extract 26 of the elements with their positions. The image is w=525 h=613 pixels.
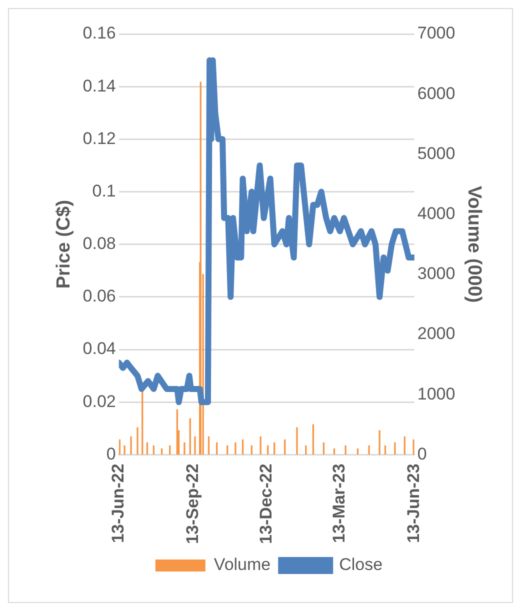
x-tick-label: 13-Jun-23 (404, 464, 424, 544)
y2-tick-label: 3000 (417, 264, 456, 284)
y-tick-label: 0.12 (82, 128, 116, 148)
y-tick-label: 0.08 (82, 234, 116, 254)
y-tick-label: 0.1 (92, 181, 116, 200)
y2-tick-label: 1000 (417, 384, 456, 404)
y-tick-label: 0 (106, 444, 116, 464)
y2-axis-title: Volume (000) (463, 186, 484, 303)
y2-tick-label: 0 (417, 444, 427, 464)
y-axis-title: Price (C$) (54, 200, 75, 289)
legend-label: Close (339, 555, 383, 574)
y2-tick-label: 2000 (417, 324, 456, 344)
y-tick-label: 0.04 (82, 339, 116, 358)
x-tick-label: 13-Mar-23 (330, 464, 349, 544)
x-tick-label: 13-Dec-22 (256, 464, 276, 544)
y2-tick-label: 4000 (417, 204, 456, 223)
y2-tick-label: 6000 (417, 84, 456, 103)
y-tick-label: 0.16 (82, 24, 116, 43)
y-tick-label: 0.02 (82, 392, 116, 411)
y2-tick-label: 7000 (417, 24, 456, 43)
y-tick-label: 0.06 (82, 286, 116, 306)
y2-tick-label: 5000 (417, 144, 456, 163)
x-tick-label: 13-Sep-22 (183, 464, 202, 544)
legend-label: Volume (214, 555, 271, 574)
y-tick-label: 0.14 (82, 76, 116, 96)
x-tick-label: 13-Jun-22 (108, 464, 128, 544)
